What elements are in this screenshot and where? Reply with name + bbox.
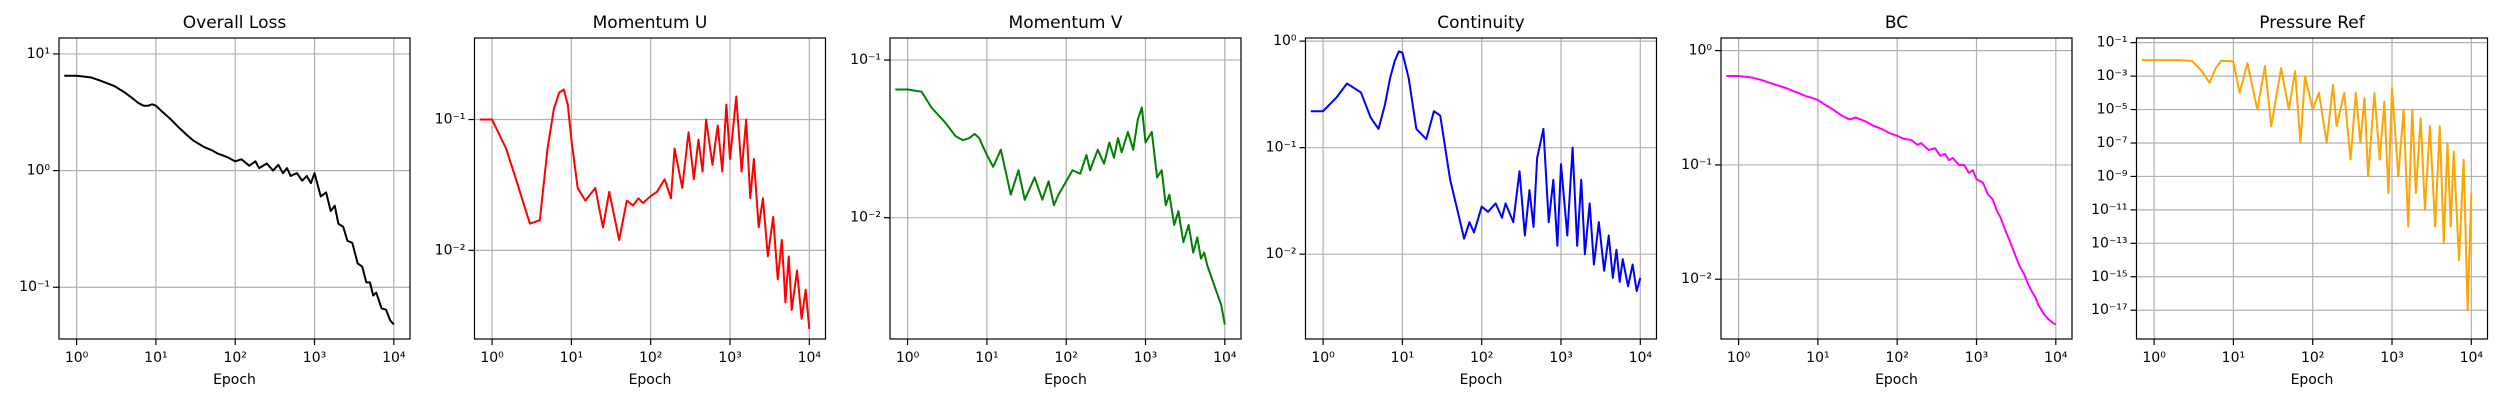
x-axis-label: Epoch: [629, 372, 672, 388]
x-axis-label: Epoch: [2291, 372, 2334, 388]
axes-frame: [58, 37, 411, 340]
y-tick-label: 10⁻¹: [435, 112, 466, 128]
y-tick-label: 10⁰: [1689, 43, 1713, 59]
x-tick-label: 10²: [2301, 350, 2324, 366]
y-tick-label: 10⁻¹¹: [2091, 202, 2127, 218]
subplot: 10⁰ 10¹ 10² 10³ 10⁴ 10⁻¹ 10⁻² Momentum V Epoch: [850, 13, 1242, 388]
y-tick-label: 10⁻¹: [1266, 140, 1297, 156]
x-axis-label: Epoch: [1044, 372, 1087, 388]
x-tick-label: 10²: [639, 350, 662, 366]
x-axis-label: Epoch: [1460, 372, 1503, 388]
x-tick-label: 10¹: [1806, 350, 1829, 366]
y-tick-label: 10¹: [27, 46, 50, 62]
x-tick-label: 10³: [1549, 350, 1572, 366]
y-tick-label: 10⁰: [27, 163, 51, 179]
x-tick-label: 10¹: [144, 350, 167, 366]
x-axis-label: Epoch: [1875, 372, 1918, 388]
y-tick-label: 10⁻¹: [850, 52, 881, 68]
x-tick-label: 10³: [1134, 350, 1157, 366]
y-tick-label: 10⁻⁵: [2097, 102, 2128, 118]
x-tick-label: 10⁴: [382, 350, 406, 366]
y-tick-label: 10⁻¹³: [2091, 235, 2127, 251]
chart-title: Pressure Ref: [2259, 13, 2366, 33]
x-tick-label: 10⁴: [798, 350, 822, 366]
x-tick-label: 10⁴: [1213, 350, 1237, 366]
plot-area: [474, 38, 826, 339]
y-tick-label: 10⁻²: [435, 242, 466, 258]
plot-area: [59, 38, 410, 339]
x-tick-label: 10³: [303, 350, 326, 366]
loss-line: [2141, 59, 2473, 312]
loss-line: [479, 88, 811, 330]
y-tick-label: 10⁻¹⁷: [2091, 302, 2127, 318]
axes-frame: [2135, 37, 2489, 340]
loss-line: [895, 88, 1226, 325]
y-tick-label: 10⁻²: [1681, 271, 1712, 287]
x-tick-label: 10¹: [975, 350, 998, 366]
x-tick-label: 10¹: [2222, 350, 2245, 366]
y-tick-label: 10⁻⁷: [2097, 135, 2128, 151]
y-tick-label: 10⁻¹⁵: [2091, 269, 2127, 285]
chart-title: Overall Loss: [183, 13, 287, 33]
subplot: 10⁰ 10¹ 10² 10³ 10⁴ 10⁻¹ 10⁻³ 10⁻⁵ 10⁻⁷ 10⁻⁹ 10⁻¹¹…: [2091, 13, 2489, 388]
plot-area: [2136, 38, 2488, 339]
x-tick-label: 10⁰: [1311, 350, 1335, 366]
x-tick-label: 10⁰: [480, 350, 504, 366]
axes-frame: [1720, 37, 2073, 340]
y-tick-label: 10⁻¹: [1681, 157, 1712, 173]
loss-line: [64, 74, 395, 326]
x-tick-label: 10⁰: [2142, 350, 2166, 366]
x-tick-label: 10²: [1054, 350, 1077, 366]
x-tick-label: 10⁰: [65, 350, 89, 366]
y-tick-label: 10⁻¹: [2097, 35, 2128, 51]
subplot: 10⁰ 10¹ 10² 10³ 10⁴ 10¹ 10⁰ 10⁻¹ Overall Loss Epo…: [19, 13, 411, 388]
x-tick-label: 10⁰: [896, 350, 920, 366]
y-tick-label: 10⁻³: [2097, 68, 2128, 84]
x-tick-label: 10¹: [560, 350, 583, 366]
plot-area: [890, 38, 1241, 339]
chart-title: BC: [1885, 13, 1908, 33]
chart-title: Continuity: [1437, 13, 1524, 33]
loss-line: [1726, 75, 2057, 326]
x-tick-label: 10⁴: [2460, 350, 2484, 366]
plot-area: [1721, 38, 2072, 339]
y-tick-label: 10⁻¹: [19, 279, 50, 295]
y-tick-label: 10⁻⁹: [2097, 168, 2128, 184]
axes-frame: [1304, 37, 1658, 340]
subplot: 10⁰ 10¹ 10² 10³ 10⁴ 10⁰ 10⁻¹ 10⁻² BC Epoch: [1681, 13, 2073, 388]
loss-line: [1310, 50, 1642, 293]
axes-frame: [473, 37, 827, 340]
y-tick-label: 10⁻²: [850, 210, 881, 226]
x-tick-label: 10¹: [1391, 350, 1414, 366]
x-tick-label: 10³: [1965, 350, 1988, 366]
axes-frame: [889, 37, 1242, 340]
x-tick-label: 10²: [1885, 350, 1908, 366]
x-axis-label: Epoch: [213, 372, 256, 388]
subplot: 10⁰ 10¹ 10² 10³ 10⁴ 10⁻¹ 10⁻² Momentum U Epoch: [435, 13, 827, 388]
x-tick-label: 10²: [1470, 350, 1493, 366]
x-tick-label: 10²: [223, 350, 246, 366]
x-tick-label: 10⁰: [1727, 350, 1751, 366]
subplot: 10⁰ 10¹ 10² 10³ 10⁴ 10⁰ 10⁻¹ 10⁻² Continuity Epoc…: [1266, 13, 1658, 388]
y-tick-label: 10⁻²: [1266, 246, 1297, 262]
chart-title: Momentum U: [593, 13, 708, 33]
chart-title: Momentum V: [1009, 13, 1123, 33]
x-tick-label: 10³: [718, 350, 741, 366]
x-tick-label: 10⁴: [1629, 350, 1653, 366]
x-tick-label: 10⁴: [2044, 350, 2068, 366]
plot-area: [1305, 38, 1657, 339]
x-tick-label: 10³: [2380, 350, 2403, 366]
y-tick-label: 10⁰: [1273, 33, 1297, 49]
